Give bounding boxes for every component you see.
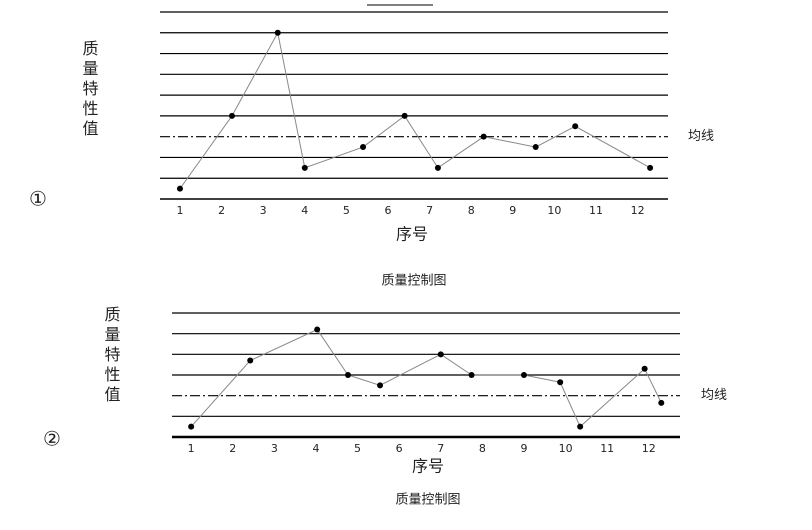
x-tick-label: 1 [176,204,183,217]
data-point [532,144,539,151]
x-tick-label: 2 [229,442,236,455]
data-point [377,382,384,389]
data-point [401,112,408,119]
x-tick-label: 6 [384,204,391,217]
data-point [176,185,183,192]
data-point [360,144,367,151]
data-line [190,328,662,428]
x-axis-label: 序号 [396,225,428,244]
data-point [434,164,441,171]
x-tick-label: 4 [312,442,319,455]
x-tick-label: 10 [559,442,573,455]
x-tick-label: 7 [437,442,444,455]
x-tick-label: 12 [631,204,645,217]
data-point [468,372,475,378]
x-tick-label: 6 [396,442,403,455]
data-point [274,29,281,36]
x-tick-label: 12 [642,442,656,455]
x-tick-label: 5 [354,442,361,455]
data-point [301,164,308,171]
x-tick-label: 9 [509,204,516,217]
mean-label: 均线 [701,388,727,403]
chart-label: ② [43,427,61,451]
x-tick-label: 11 [589,204,603,217]
chart-label: ① [29,187,47,211]
x-tick-label: 7 [426,204,433,217]
data-point [520,372,527,378]
data-point [641,365,648,372]
data-point [437,351,444,358]
data-point [658,399,665,406]
data-line [179,31,651,189]
x-tick-label: 4 [301,204,308,217]
x-tick-label: 8 [468,204,475,217]
caption: 质量控制图 [395,493,460,508]
data-point [577,423,584,430]
x-tick-label: 5 [343,204,350,217]
data-point [480,133,487,140]
x-tick-label: 10 [547,204,561,217]
x-axis-label: 序号 [412,457,444,476]
x-tick-label: 8 [479,442,486,455]
data-point [314,326,321,333]
data-point [247,357,254,364]
data-point [344,372,351,378]
x-tick-label: 1 [188,442,195,455]
x-tick-label: 3 [271,442,278,455]
data-point [188,423,195,430]
x-tick-label: 9 [520,442,527,455]
y-axis-label: 质量特性值 [102,306,121,406]
data-point [557,379,564,386]
x-tick-label: 3 [260,204,267,217]
x-tick-label: 2 [218,204,225,217]
mean-label: 均线 [688,129,714,144]
caption: 质量控制图 [381,274,446,289]
y-axis-label: 质量特性值 [80,40,99,140]
data-point [228,112,235,119]
data-point [647,164,654,171]
data-point [572,123,579,130]
x-tick-label: 11 [600,442,614,455]
